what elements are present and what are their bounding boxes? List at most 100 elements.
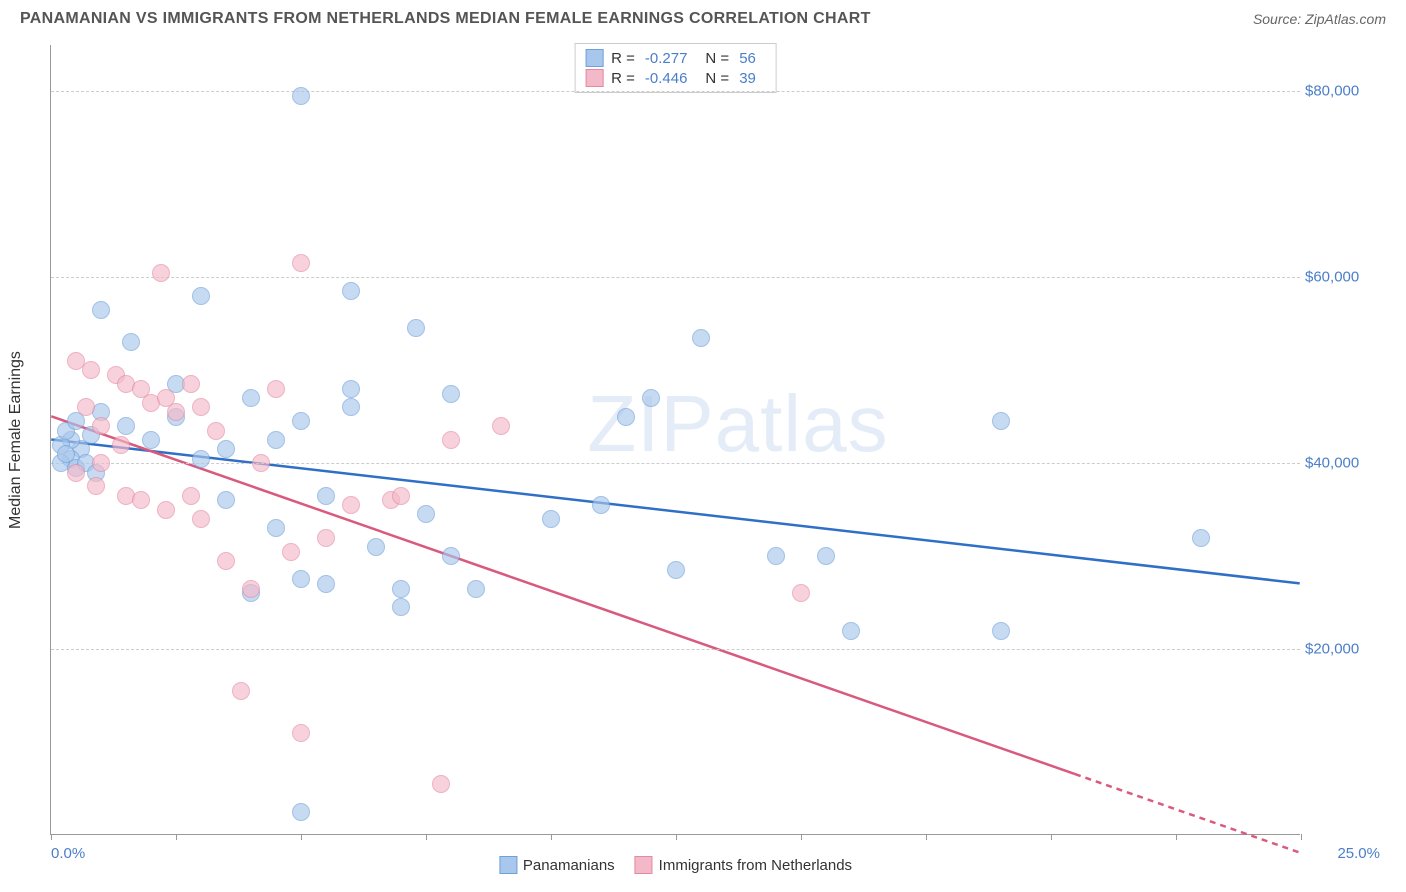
gridline-h bbox=[51, 91, 1300, 92]
data-point-series-1 bbox=[317, 529, 335, 547]
data-point-series-1 bbox=[87, 477, 105, 495]
n-label: N = bbox=[705, 70, 729, 87]
data-point-series-0 bbox=[292, 570, 310, 588]
data-point-series-0 bbox=[292, 803, 310, 821]
data-point-series-1 bbox=[182, 487, 200, 505]
y-tick-label: $20,000 bbox=[1305, 641, 1380, 658]
data-point-series-1 bbox=[432, 775, 450, 793]
x-tick bbox=[176, 834, 177, 840]
series-legend-item-1: Immigrants from Netherlands bbox=[635, 856, 852, 874]
data-point-series-0 bbox=[267, 519, 285, 537]
data-point-series-1 bbox=[242, 580, 260, 598]
data-point-series-0 bbox=[817, 547, 835, 565]
x-tick bbox=[801, 834, 802, 840]
x-tick bbox=[1051, 834, 1052, 840]
data-point-series-1 bbox=[792, 584, 810, 602]
y-tick-label: $40,000 bbox=[1305, 455, 1380, 472]
plot-wrapper: ZIPatlas Median Female Earnings R = -0.2… bbox=[50, 45, 1386, 835]
data-point-series-0 bbox=[242, 389, 260, 407]
data-point-series-1 bbox=[442, 431, 460, 449]
data-point-series-1 bbox=[392, 487, 410, 505]
data-point-series-1 bbox=[67, 464, 85, 482]
n-label: N = bbox=[705, 50, 729, 67]
x-tick bbox=[926, 834, 927, 840]
y-tick-label: $60,000 bbox=[1305, 269, 1380, 286]
r-value-1: -0.446 bbox=[645, 70, 688, 87]
trend-lines-layer bbox=[51, 45, 1300, 834]
legend-swatch-1 bbox=[635, 856, 653, 874]
data-point-series-0 bbox=[392, 580, 410, 598]
series-name-1: Immigrants from Netherlands bbox=[659, 857, 852, 874]
data-point-series-1 bbox=[252, 454, 270, 472]
data-point-series-0 bbox=[342, 282, 360, 300]
series-legend: Panamanians Immigrants from Netherlands bbox=[499, 856, 852, 874]
data-point-series-0 bbox=[542, 510, 560, 528]
data-point-series-0 bbox=[992, 412, 1010, 430]
data-point-series-1 bbox=[92, 417, 110, 435]
y-axis-title: Median Female Earnings bbox=[7, 351, 25, 529]
data-point-series-1 bbox=[292, 724, 310, 742]
data-point-series-0 bbox=[142, 431, 160, 449]
data-point-series-1 bbox=[232, 682, 250, 700]
data-point-series-0 bbox=[992, 622, 1010, 640]
data-point-series-0 bbox=[292, 412, 310, 430]
data-point-series-0 bbox=[92, 301, 110, 319]
trend-line bbox=[51, 416, 1075, 774]
n-value-1: 39 bbox=[739, 70, 756, 87]
header-row: PANAMANIAN VS IMMIGRANTS FROM NETHERLAND… bbox=[0, 0, 1406, 33]
correlation-legend: R = -0.277 N = 56 R = -0.446 N = 39 bbox=[574, 43, 777, 93]
scatter-plot-area: ZIPatlas Median Female Earnings R = -0.2… bbox=[50, 45, 1300, 835]
data-point-series-0 bbox=[192, 450, 210, 468]
data-point-series-0 bbox=[842, 622, 860, 640]
data-point-series-0 bbox=[467, 580, 485, 598]
n-value-0: 56 bbox=[739, 50, 756, 67]
legend-swatch-1 bbox=[585, 69, 603, 87]
correlation-legend-row-0: R = -0.277 N = 56 bbox=[585, 48, 766, 68]
trend-line-dashed bbox=[1075, 774, 1300, 853]
x-tick bbox=[1176, 834, 1177, 840]
chart-title: PANAMANIAN VS IMMIGRANTS FROM NETHERLAND… bbox=[20, 10, 871, 28]
data-point-series-1 bbox=[152, 264, 170, 282]
data-point-series-1 bbox=[282, 543, 300, 561]
r-label: R = bbox=[611, 70, 635, 87]
data-point-series-1 bbox=[112, 436, 130, 454]
correlation-legend-row-1: R = -0.446 N = 39 bbox=[585, 68, 766, 88]
r-value-0: -0.277 bbox=[645, 50, 688, 67]
data-point-series-0 bbox=[217, 440, 235, 458]
data-point-series-0 bbox=[192, 287, 210, 305]
data-point-series-0 bbox=[367, 538, 385, 556]
data-point-series-0 bbox=[392, 598, 410, 616]
data-point-series-0 bbox=[442, 385, 460, 403]
data-point-series-1 bbox=[132, 491, 150, 509]
data-point-series-0 bbox=[442, 547, 460, 565]
data-point-series-0 bbox=[117, 417, 135, 435]
x-tick bbox=[301, 834, 302, 840]
data-point-series-1 bbox=[182, 375, 200, 393]
y-tick-label: $80,000 bbox=[1305, 83, 1380, 100]
x-axis-min-label: 0.0% bbox=[51, 845, 85, 862]
data-point-series-1 bbox=[157, 501, 175, 519]
data-point-series-0 bbox=[692, 329, 710, 347]
series-legend-item-0: Panamanians bbox=[499, 856, 615, 874]
x-tick bbox=[426, 834, 427, 840]
data-point-series-1 bbox=[217, 552, 235, 570]
data-point-series-0 bbox=[417, 505, 435, 523]
data-point-series-1 bbox=[342, 496, 360, 514]
x-axis-max-label: 25.0% bbox=[1337, 845, 1380, 862]
data-point-series-1 bbox=[77, 398, 95, 416]
legend-swatch-0 bbox=[585, 49, 603, 67]
data-point-series-1 bbox=[82, 361, 100, 379]
source-name: ZipAtlas.com bbox=[1305, 11, 1386, 27]
data-point-series-1 bbox=[267, 380, 285, 398]
data-point-series-1 bbox=[207, 422, 225, 440]
data-point-series-0 bbox=[122, 333, 140, 351]
x-tick bbox=[1301, 834, 1302, 840]
data-point-series-0 bbox=[407, 319, 425, 337]
data-point-series-0 bbox=[667, 561, 685, 579]
data-point-series-0 bbox=[292, 87, 310, 105]
data-point-series-0 bbox=[342, 398, 360, 416]
data-point-series-1 bbox=[292, 254, 310, 272]
x-tick bbox=[676, 834, 677, 840]
data-point-series-1 bbox=[167, 403, 185, 421]
data-point-series-0 bbox=[267, 431, 285, 449]
